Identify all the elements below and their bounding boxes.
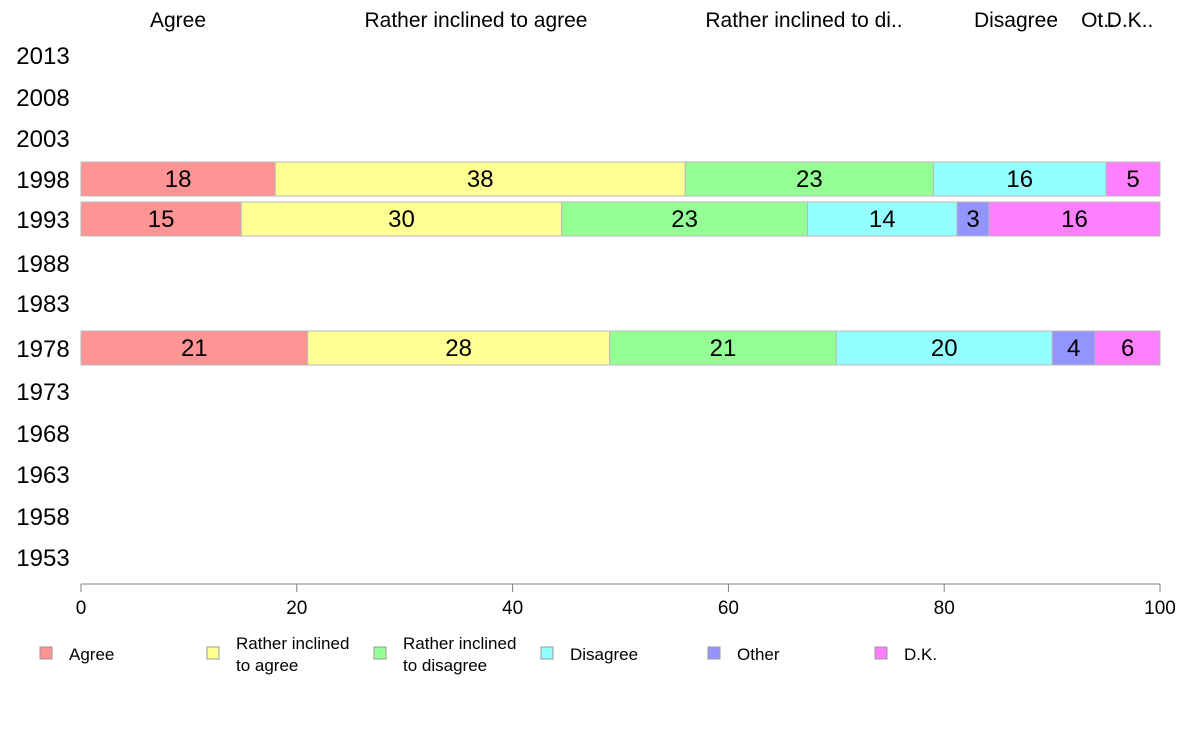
legend-label: Other <box>737 645 780 664</box>
category-header: D.K.. <box>1107 9 1154 32</box>
legend-label: Rather inclined <box>236 634 349 653</box>
data-label: 20 <box>931 335 958 362</box>
data-label: 21 <box>181 335 208 362</box>
data-label: 3 <box>966 206 979 233</box>
year-label: 1963 <box>16 462 69 489</box>
year-label: 1958 <box>16 504 69 531</box>
data-label: 30 <box>388 206 415 233</box>
bar-segment <box>956 201 990 237</box>
data-label: 14 <box>869 206 896 233</box>
bar-segment <box>274 161 686 197</box>
year-label: 1983 <box>16 291 69 318</box>
year-labels: 2013 2008 2003 1998 1993 1988 1983 1978 1973 1968… <box>16 43 69 572</box>
year-label: 2013 <box>16 43 69 70</box>
year-label: 2008 <box>16 85 69 112</box>
bars: 18 38 23 16 5 15 30 23 14 3 16 21 28 21 20 4 6 <box>80 161 1161 366</box>
legend-swatch <box>373 646 387 660</box>
year-label: 1998 <box>16 167 69 194</box>
x-tick-label: 100 <box>1144 598 1176 619</box>
data-label: 15 <box>148 206 175 233</box>
category-header: Ot.. <box>1081 9 1115 32</box>
year-label: 2003 <box>16 126 69 153</box>
category-headers: Agree Rather inclined to agree Rather incl… <box>150 9 1153 32</box>
category-header: Disagree <box>974 9 1058 32</box>
year-label: 1993 <box>16 207 69 234</box>
legend-label: Disagree <box>570 645 638 664</box>
data-label: 4 <box>1067 335 1080 362</box>
bar-segment <box>988 201 1161 237</box>
data-label: 28 <box>445 335 472 362</box>
bar-segment <box>1094 330 1161 366</box>
x-axis: 0 20 40 60 80 100 <box>76 583 1176 619</box>
category-header: Rather inclined to agree <box>365 9 588 32</box>
bar-segment <box>806 201 958 237</box>
legend-label: Rather inclined <box>403 634 516 653</box>
bar-segment <box>80 330 309 366</box>
data-label: 23 <box>671 206 698 233</box>
x-tick-label: 40 <box>502 598 523 619</box>
legend-swatch <box>707 646 721 660</box>
bar-segment <box>609 330 837 366</box>
x-tick-label: 20 <box>286 598 307 619</box>
legend: Agree Rather inclined to agree Rather incli… <box>39 634 937 675</box>
year-label: 1968 <box>16 421 69 448</box>
bar-segment <box>307 330 611 366</box>
bar-segment <box>835 330 1053 366</box>
legend-label: to agree <box>236 656 298 675</box>
category-header: Agree <box>150 9 206 32</box>
bar-segment <box>561 201 808 237</box>
data-label: 38 <box>467 166 494 193</box>
legend-swatch <box>39 646 53 660</box>
legend-label: to disagree <box>403 656 487 675</box>
data-label: 21 <box>710 335 737 362</box>
data-label: 6 <box>1121 335 1134 362</box>
data-label: 16 <box>1006 166 1033 193</box>
x-tick-label: 0 <box>76 598 87 619</box>
bar-segment <box>80 201 242 237</box>
legend-swatch <box>540 646 554 660</box>
bar-segment <box>240 201 563 237</box>
legend-swatch <box>206 646 220 660</box>
year-label: 1978 <box>16 336 69 363</box>
data-label: 16 <box>1061 206 1088 233</box>
legend-swatch <box>874 646 888 660</box>
legend-label: D.K. <box>904 645 937 664</box>
year-label: 1953 <box>16 545 69 572</box>
bar-segment <box>1105 161 1161 197</box>
data-label: 23 <box>796 166 823 193</box>
data-label: 18 <box>165 166 192 193</box>
year-label: 1973 <box>16 379 69 406</box>
category-header: Rather inclined to di.. <box>705 9 902 32</box>
legend-label: Agree <box>69 645 114 664</box>
x-tick-label: 80 <box>934 598 955 619</box>
year-label: 1988 <box>16 251 69 278</box>
x-tick-label: 60 <box>718 598 739 619</box>
data-label: 5 <box>1126 166 1139 193</box>
